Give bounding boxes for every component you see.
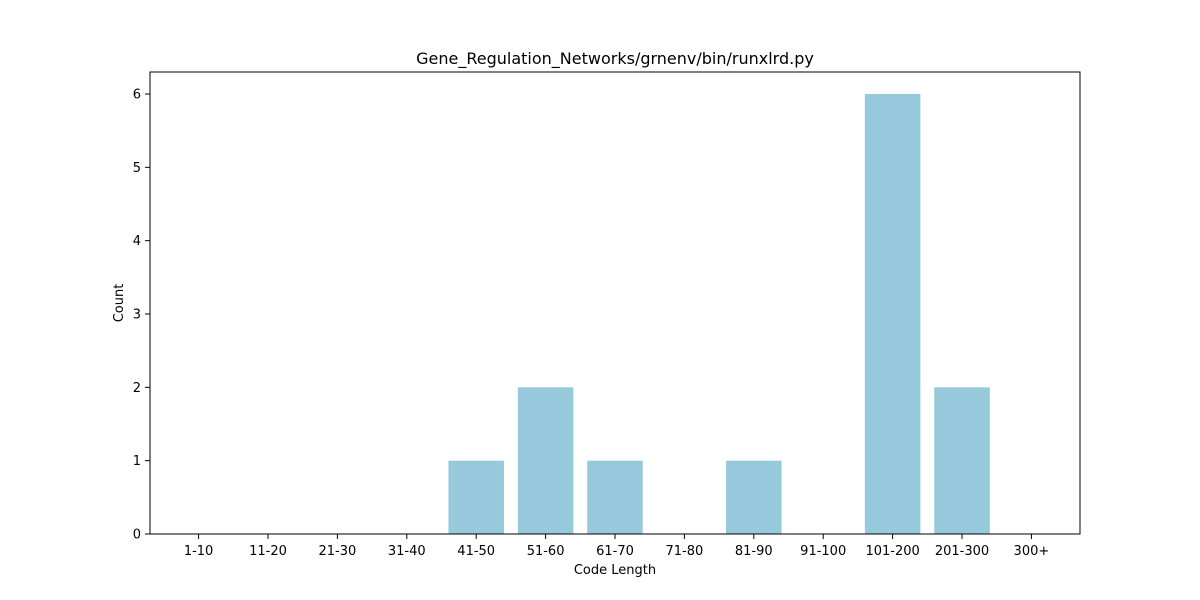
plot-frame bbox=[149, 71, 1081, 535]
x-tick-label: 201-300 bbox=[935, 544, 989, 559]
y-tick-label: 2 bbox=[133, 381, 141, 396]
x-tick-label: 31-40 bbox=[388, 544, 426, 559]
y-tick-label: 3 bbox=[133, 308, 141, 323]
x-axis-label: Code Length bbox=[574, 563, 656, 578]
x-tick-label: 300+ bbox=[1014, 544, 1050, 559]
x-tick-label: 101-200 bbox=[865, 544, 919, 559]
y-tick-label: 1 bbox=[133, 454, 141, 469]
y-ticks-group: 0 1 2 3 4 5 6 bbox=[133, 88, 150, 543]
bar-81-90 bbox=[726, 460, 782, 534]
bar-41-50 bbox=[448, 460, 504, 534]
x-ticks-group: 1-10 11-20 21-30 31-40 41-50 51-60 61-70 71-80 8… bbox=[184, 534, 1049, 559]
bar-61-70 bbox=[587, 460, 643, 534]
x-tick-label: 51-60 bbox=[527, 544, 565, 559]
y-tick-label: 5 bbox=[133, 161, 141, 176]
x-tick-label: 1-10 bbox=[184, 544, 214, 559]
y-tick-label: 0 bbox=[133, 528, 141, 543]
x-tick-label: 21-30 bbox=[318, 544, 356, 559]
x-tick-label: 11-20 bbox=[249, 544, 287, 559]
x-tick-label: 41-50 bbox=[457, 544, 495, 559]
y-tick-label: 4 bbox=[133, 234, 141, 249]
y-tick-label: 6 bbox=[133, 88, 141, 103]
bar-51-60 bbox=[517, 387, 574, 534]
chart-title: Gene_Regulation_Networks/grnenv/bin/runx… bbox=[416, 49, 814, 69]
x-tick-label: 81-90 bbox=[735, 544, 773, 559]
x-tick-label: 91-100 bbox=[800, 544, 846, 559]
bar-201-300 bbox=[934, 387, 990, 534]
bars-group bbox=[448, 94, 990, 534]
x-tick-label: 71-80 bbox=[666, 544, 704, 559]
bar-101-200 bbox=[864, 94, 921, 534]
x-tick-label: 61-70 bbox=[596, 544, 634, 559]
y-axis-label: Count bbox=[112, 284, 127, 323]
